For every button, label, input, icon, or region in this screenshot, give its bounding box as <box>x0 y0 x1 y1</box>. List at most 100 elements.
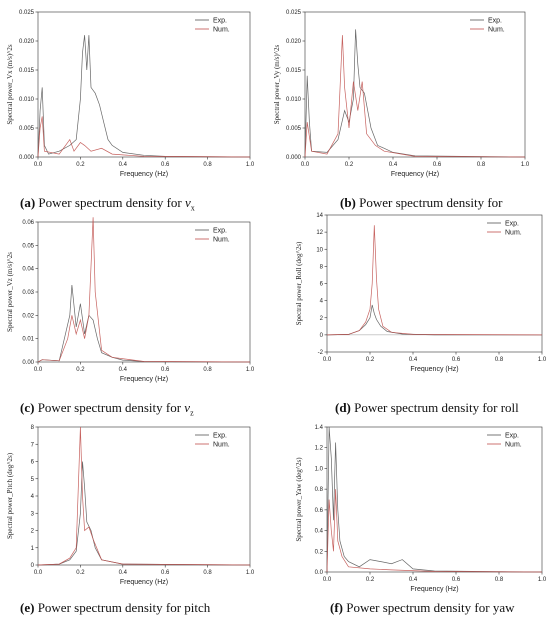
legend-label: Num. <box>213 237 230 244</box>
y-tick-label: 3 <box>31 511 35 517</box>
plot-frame <box>326 426 543 573</box>
y-tick-label: 0.010 <box>286 97 302 103</box>
y-tick-label: 1.2 <box>315 446 324 452</box>
x-axis-label: Frequency (Hz) <box>410 366 458 373</box>
series-line-num <box>304 35 526 158</box>
y-tick-label: 0.0 <box>315 570 324 576</box>
x-tick-label: 0.2 <box>345 162 354 168</box>
y-tick-label: 0.6 <box>315 508 324 514</box>
y-tick-label: 0.00 <box>22 360 34 366</box>
y-tick-label: 0.8 <box>315 487 324 493</box>
x-tick-label: 1.0 <box>538 577 547 583</box>
series-line-num <box>37 426 251 566</box>
y-tick-label: 0.06 <box>22 220 34 226</box>
y-tick-label: 6 <box>31 460 35 466</box>
y-tick-label: 0.000 <box>286 155 302 161</box>
x-tick-label: 0.2 <box>76 570 85 576</box>
panel-f: 0.0 0.2 0.4 0.6 0.8 1.0 0.0 0.2 0.4 0.6 0.8 1.0 1.2 1… <box>275 415 550 622</box>
y-tick-label: 7 <box>31 442 35 448</box>
x-tick-label: 0.2 <box>366 357 375 363</box>
y-tick-label: 1.0 <box>315 466 324 472</box>
series-line-num <box>326 489 543 573</box>
y-tick-label: 0.01 <box>22 337 34 343</box>
y-axis-label: Spectral power_Yaw (deg^2s) <box>295 457 303 542</box>
series-line-exp <box>37 35 251 158</box>
y-tick-label: 0.005 <box>286 126 302 132</box>
x-tick-label: 0.4 <box>409 577 418 583</box>
x-tick-label: 0.4 <box>119 367 128 373</box>
panel-a: 0.0 0.2 0.4 0.6 0.8 1.0 0.000 0.005 0.010 0.015 0.… <box>0 0 275 213</box>
x-tick-label: 0.8 <box>495 577 504 583</box>
y-tick-label: 0.05 <box>22 243 34 249</box>
y-tick-label: 1 <box>31 546 35 552</box>
x-tick-label: 0.0 <box>323 577 332 583</box>
panel-e: 0.0 0.2 0.4 0.6 0.8 1.0 0 1 2 3 4 5 6 7 8 Frequency (Hz… <box>0 415 275 622</box>
y-tick-label: 0.015 <box>19 68 35 74</box>
y-axis-label: Spectral power_Pitch (deg^2s) <box>6 452 14 539</box>
x-tick-label: 0.0 <box>34 162 43 168</box>
x-axis-label: Frequency (Hz) <box>410 586 458 593</box>
legend-label: Num. <box>213 442 230 449</box>
x-tick-label: 0.6 <box>161 367 170 373</box>
y-tick-label: 14 <box>316 213 323 219</box>
y-tick-label: 0 <box>31 563 35 569</box>
x-tick-label: 0.6 <box>452 577 461 583</box>
plot-frame <box>37 11 251 158</box>
legend-label: Num. <box>505 442 522 449</box>
x-tick-label: 0.4 <box>119 162 128 168</box>
y-tick-label: 4 <box>31 494 35 500</box>
x-axis-label: Frequency (Hz) <box>120 376 168 383</box>
y-tick-label: 2 <box>320 316 324 322</box>
y-tick-label: 0.020 <box>286 39 302 45</box>
legend-label: Exp. <box>488 18 502 25</box>
panel-c: 0.0 0.2 0.4 0.6 0.8 1.0 0.00 0.01 0.02 0.03 0.04 0.… <box>0 210 275 420</box>
series-line-num <box>37 217 251 363</box>
y-axis-label: Spectral power_Vx (m/s)^2s <box>6 44 14 125</box>
legend-label: Exp. <box>505 221 519 228</box>
y-tick-label: 8 <box>31 425 35 431</box>
y-tick-label: 0.04 <box>22 267 34 273</box>
y-tick-label: 6 <box>320 282 324 288</box>
x-axis-label: Frequency (Hz) <box>120 171 168 178</box>
y-tick-label: 0.015 <box>286 68 302 74</box>
y-tick-label: 0.010 <box>19 97 35 103</box>
y-tick-label: 0.005 <box>19 126 35 132</box>
legend-label: Num. <box>505 230 522 237</box>
series-line-exp <box>304 29 526 158</box>
chart-d: 0.0 0.2 0.4 0.6 0.8 1.0 -2 0 2 4 6 8 10 12 14 Frequency… <box>295 213 547 373</box>
x-tick-label: 1.0 <box>246 162 255 168</box>
y-tick-label: 2 <box>31 529 35 535</box>
y-tick-label: 12 <box>316 230 323 236</box>
x-axis-label: Frequency (Hz) <box>391 171 439 178</box>
y-tick-label: 0.4 <box>315 529 324 535</box>
x-tick-label: 1.0 <box>246 570 255 576</box>
y-tick-label: 8 <box>320 264 324 270</box>
x-tick-label: 0.8 <box>495 357 504 363</box>
x-tick-label: 0.0 <box>34 367 43 373</box>
series-line-exp <box>37 461 251 566</box>
x-tick-label: 0.4 <box>119 570 128 576</box>
y-tick-label: 1.4 <box>315 425 324 431</box>
legend-label: Exp. <box>213 18 227 25</box>
x-tick-label: 0.6 <box>161 162 170 168</box>
plot-frame <box>304 11 526 158</box>
caption-e: (e) Power spectrum density for pitch <box>20 600 211 615</box>
legend-label: Exp. <box>213 433 227 440</box>
x-tick-label: 0.0 <box>34 570 43 576</box>
y-tick-label: 0.02 <box>22 313 34 319</box>
x-tick-label: 0.8 <box>203 162 212 168</box>
panel-b: 0.0 0.2 0.4 0.6 0.8 1.0 0.000 0.005 0.010 0.015 0.… <box>273 0 550 210</box>
x-tick-label: 0.6 <box>161 570 170 576</box>
y-tick-label: 4 <box>320 299 324 305</box>
x-tick-label: 0.4 <box>409 357 418 363</box>
x-tick-label: 0.6 <box>433 162 442 168</box>
caption-c: (c) Power spectrum density for vz <box>20 400 194 418</box>
y-axis-label: Spectral power_Roll (deg^2s) <box>295 241 303 325</box>
y-axis-label: Spectral power_Vz (m/s)^2s <box>6 252 14 332</box>
chart-e: 0.0 0.2 0.4 0.6 0.8 1.0 0 1 2 3 4 5 6 7 8 Frequency (Hz… <box>6 425 255 586</box>
x-tick-label: 0.2 <box>366 577 375 583</box>
y-axis-label: Spectral power_Vy (m/s)^2s <box>273 44 281 124</box>
x-tick-label: 0.2 <box>76 367 85 373</box>
caption-b: (b) Power spectrum density for <box>340 195 503 210</box>
y-tick-label: 0.2 <box>315 549 324 555</box>
